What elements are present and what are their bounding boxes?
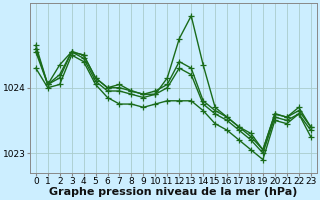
X-axis label: Graphe pression niveau de la mer (hPa): Graphe pression niveau de la mer (hPa) [49, 187, 298, 197]
